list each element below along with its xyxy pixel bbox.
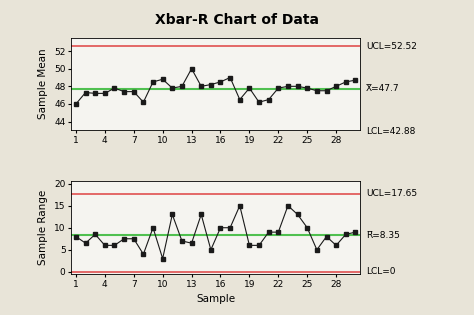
Y-axis label: Sample Range: Sample Range — [38, 190, 48, 265]
Text: LCL=42.88: LCL=42.88 — [366, 127, 415, 136]
Text: Xbar-R Chart of Data: Xbar-R Chart of Data — [155, 13, 319, 26]
Text: LCL=0: LCL=0 — [366, 267, 395, 276]
Text: UCL=52.52: UCL=52.52 — [366, 42, 417, 51]
Y-axis label: Sample Mean: Sample Mean — [38, 49, 48, 119]
Text: R̅=8.35: R̅=8.35 — [366, 231, 400, 239]
Text: UCL=17.65: UCL=17.65 — [366, 190, 417, 198]
Text: X̅=47.7: X̅=47.7 — [366, 84, 400, 94]
X-axis label: Sample: Sample — [196, 294, 235, 304]
